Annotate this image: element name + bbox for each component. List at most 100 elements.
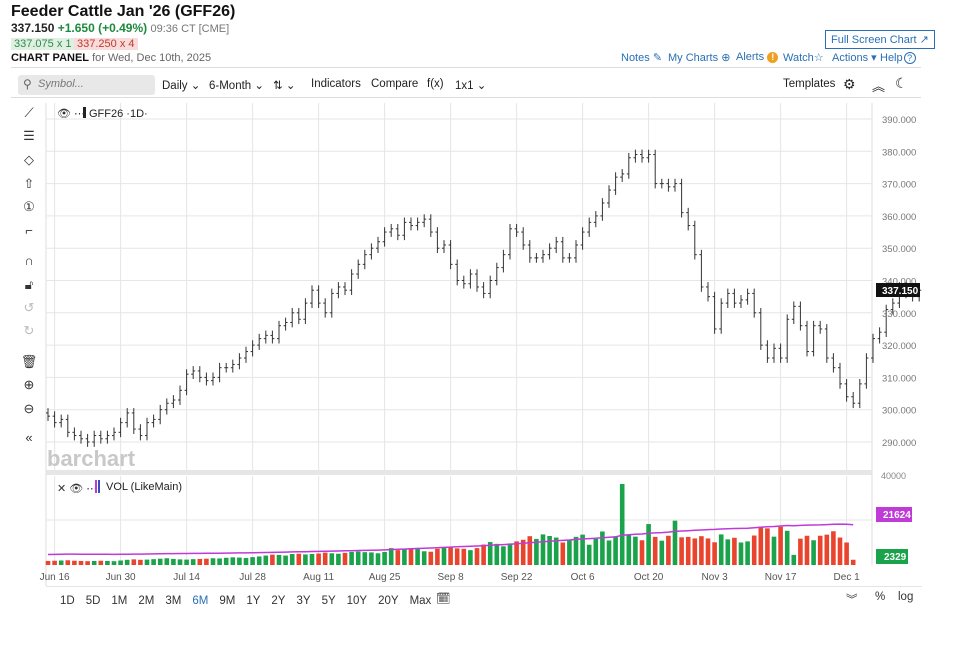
my-charts-link[interactable]: My Charts ⊕ <box>668 51 730 64</box>
panel-label: CHART PANEL <box>11 52 90 64</box>
compare-button[interactable]: Compare <box>371 78 419 90</box>
ohlc-bar <box>699 249 704 292</box>
collapse-icon[interactable]: ︽ <box>872 79 886 94</box>
volume-bar <box>309 553 315 565</box>
volume-bar <box>349 551 354 565</box>
range-2m[interactable]: 2M <box>138 595 155 607</box>
expand-down-icon[interactable]: ︾ <box>846 594 858 606</box>
volume-bar <box>91 560 97 565</box>
range-dropdown[interactable]: 6-Month ⌄ <box>209 80 265 92</box>
range-9m[interactable]: 9M <box>219 595 236 607</box>
range-1d[interactable]: 1D <box>60 595 75 607</box>
ohlc-bar <box>871 333 875 363</box>
range-2y[interactable]: 2Y <box>271 595 286 607</box>
date-tick-label: Nov 17 <box>765 572 797 583</box>
layout-dropdown[interactable]: 1x1 ⌄ <box>455 80 487 92</box>
shapes-tool-icon[interactable]: ◇ <box>24 152 34 167</box>
annotation-tool-icon[interactable]: ① <box>23 199 35 214</box>
alerts-link[interactable]: Alerts ! <box>736 51 779 63</box>
volume-bar <box>573 536 579 565</box>
ohlc-bar <box>712 291 717 334</box>
price-legend-eye-icon[interactable]: 👁︎ ⋯ <box>57 108 85 120</box>
measure-tool-icon[interactable]: ⌐ <box>25 223 33 238</box>
magnet-icon[interactable]: ∩ <box>24 253 34 268</box>
ohlc-bar <box>567 253 572 263</box>
lock-icon[interactable]: 🔓︎ <box>24 277 34 292</box>
ohlc-bar <box>290 307 295 328</box>
zoom-in-icon[interactable]: ⊕ <box>23 377 35 392</box>
watch-link[interactable]: Watch☆ <box>783 51 824 64</box>
ohlc-bar <box>798 301 803 331</box>
undo-icon[interactable]: ↺ <box>23 300 35 315</box>
range-20y[interactable]: 20Y <box>378 595 399 607</box>
range-6m[interactable]: 6M <box>192 595 209 607</box>
templates-button[interactable]: Templates <box>783 78 836 90</box>
volume-bar <box>105 560 110 565</box>
date-tick-label: Sep 8 <box>438 572 465 583</box>
volume-bar <box>619 484 625 565</box>
range-5d[interactable]: 5D <box>85 595 101 607</box>
ohlc-bar <box>316 285 321 308</box>
volume-bar <box>190 559 196 565</box>
notes-link[interactable]: Notes ✎ <box>621 51 662 64</box>
ohlc-bar <box>362 249 367 270</box>
date-tick-label: Jul 28 <box>239 572 266 583</box>
volume-bar <box>441 547 447 565</box>
actions-menu[interactable]: Actions ▾ <box>832 51 877 64</box>
volume-bar <box>758 526 764 565</box>
ohlc-bar <box>659 178 664 189</box>
ohlc-bar <box>508 223 512 260</box>
ohlc-bar <box>98 430 103 444</box>
arrow-up-tool-icon[interactable]: ⇧ <box>23 176 35 191</box>
settings-gear-icon[interactable]: ⚙ <box>843 76 856 92</box>
range-max[interactable]: Max <box>409 595 432 607</box>
zoom-out-icon[interactable]: ⊖ <box>23 401 35 416</box>
ohlc-bar <box>719 298 724 334</box>
volume-bar <box>250 557 255 565</box>
volume-bar <box>560 542 566 565</box>
volume-ma-line <box>47 523 854 556</box>
trash-icon[interactable]: 🗑︎ <box>20 354 38 369</box>
collapse-sidebar-icon[interactable]: « <box>25 430 33 445</box>
vol-ma-badge <box>876 507 912 522</box>
help-link[interactable]: Help? <box>880 52 916 64</box>
range-1y[interactable]: 1Y <box>246 595 261 607</box>
chart-type-dropdown[interactable]: ⇅ ⌄ <box>273 80 296 92</box>
ohlc-bar <box>765 340 770 363</box>
ohlc-bar <box>395 223 400 241</box>
range-5y[interactable]: 5Y <box>321 595 336 607</box>
ohlc-bar <box>679 178 684 218</box>
redo-icon[interactable]: ↻ <box>23 323 35 338</box>
volume-bar <box>184 559 189 565</box>
plus-circle-icon: ⊕ <box>721 52 731 64</box>
last-price-badge <box>876 283 920 297</box>
ohlc-bar <box>864 353 869 389</box>
log-scale-toggle[interactable]: log <box>898 591 914 603</box>
dark-mode-moon-icon[interactable]: ☾ <box>895 75 908 91</box>
fx-button[interactable]: f(x) <box>427 78 444 90</box>
interval-dropdown[interactable]: Daily ⌄ <box>162 80 201 92</box>
my-charts-label: My Charts <box>668 52 719 64</box>
last-price: 337.150 <box>11 21 55 35</box>
volume-bar <box>428 551 434 565</box>
ohlc-bar <box>296 307 301 325</box>
calendar-icon[interactable]: 🗓︎ <box>436 593 451 605</box>
price-tick-label: 340.000 <box>882 277 916 288</box>
volume-bar <box>547 535 552 565</box>
percent-scale-toggle[interactable]: % <box>875 591 886 603</box>
volume-legend-controls-icon[interactable]: ✕ 👁︎ ⋯ <box>57 483 97 495</box>
volume-bar <box>586 544 592 565</box>
range-1m[interactable]: 1M <box>111 595 128 607</box>
indicators-button[interactable]: Indicators <box>311 78 361 90</box>
date-tick-label: Sep 22 <box>501 572 533 583</box>
trendline-tool-icon[interactable]: ⟋ <box>24 105 34 120</box>
fibonacci-tool-icon[interactable]: ☰ <box>23 128 35 143</box>
symbol-search-input[interactable]: Symbol... <box>18 75 155 95</box>
ohlc-bar <box>59 414 64 428</box>
range-3m[interactable]: 3M <box>165 595 182 607</box>
full-screen-chart-button[interactable]: Full Screen Chart ↗ <box>825 30 935 49</box>
range-10y[interactable]: 10Y <box>346 595 368 607</box>
range-3y[interactable]: 3Y <box>296 595 311 607</box>
volume-bar <box>633 536 638 565</box>
